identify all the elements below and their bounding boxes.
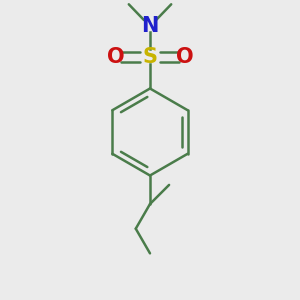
Text: O: O [107,47,124,67]
Text: S: S [142,47,158,67]
Text: O: O [176,47,193,67]
Text: N: N [141,16,159,35]
